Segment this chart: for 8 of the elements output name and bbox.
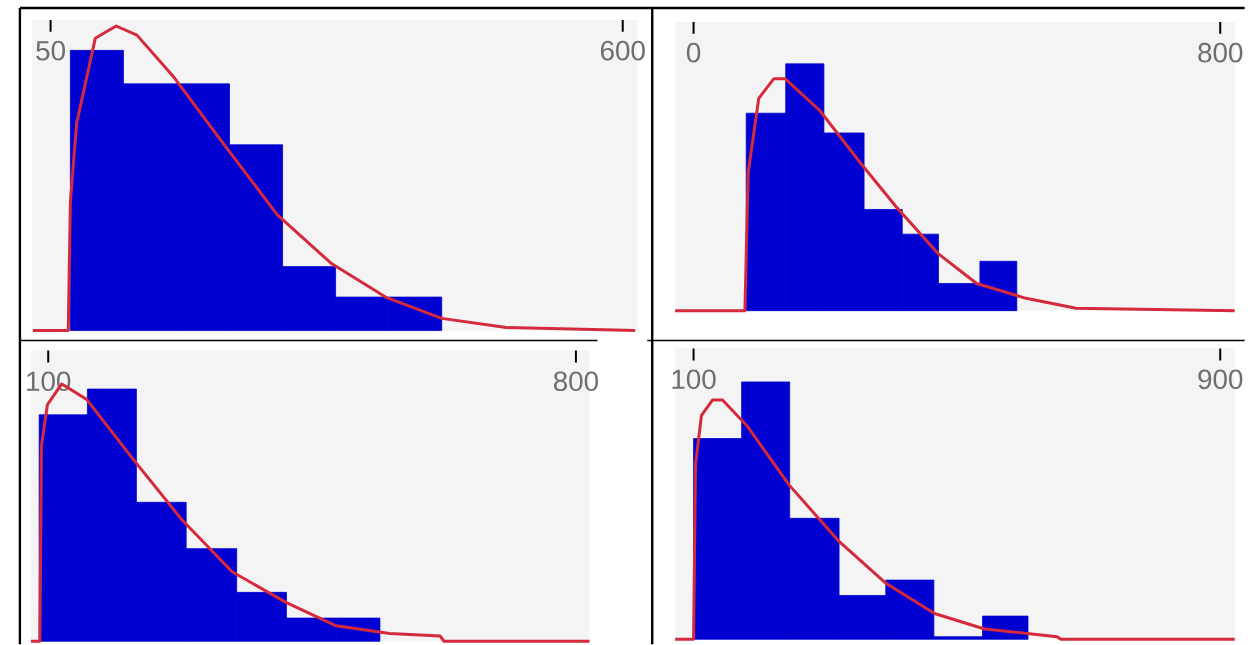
x-tick-label: 0: [686, 42, 701, 63]
x-tick-label: 800: [1198, 42, 1243, 63]
x-tick-label: 100: [672, 369, 716, 389]
x-tick-label: 900: [1198, 369, 1243, 389]
x-tick-label: 800: [553, 371, 599, 391]
x-tick-label: 100: [27, 371, 71, 391]
x-tick-label: 600: [600, 40, 645, 61]
x-tick-label: 50: [36, 40, 65, 61]
